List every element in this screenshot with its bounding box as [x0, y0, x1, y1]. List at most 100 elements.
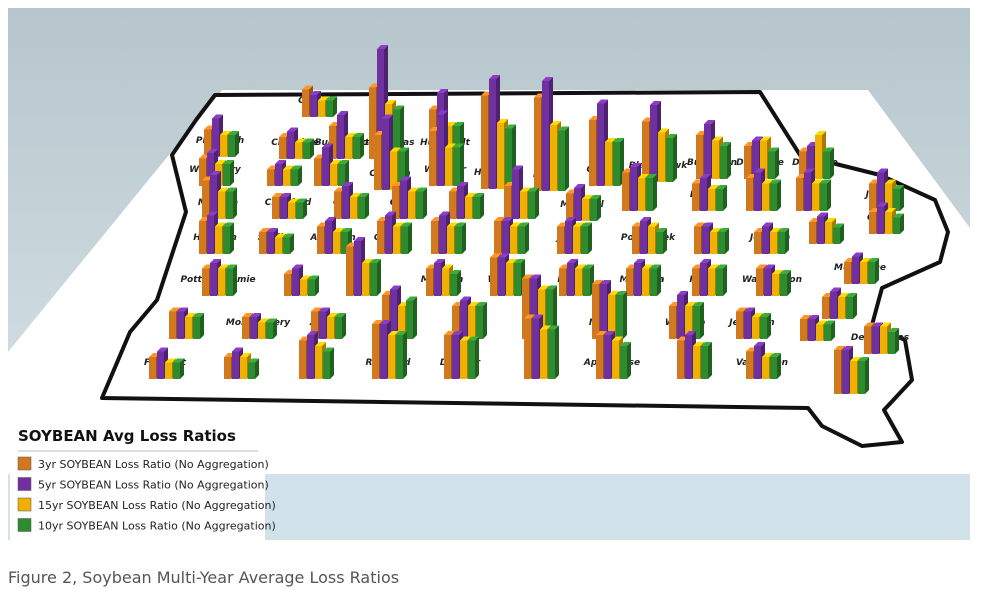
bar — [557, 226, 564, 254]
bar-top — [518, 222, 529, 227]
bar-top — [177, 307, 188, 312]
bar-top — [377, 45, 388, 49]
bar — [169, 311, 176, 339]
bar — [157, 351, 164, 379]
bar-side — [475, 336, 479, 379]
bar-top — [833, 223, 844, 228]
bar — [825, 222, 832, 244]
bar — [762, 183, 769, 211]
bar — [612, 340, 619, 379]
bar — [426, 268, 433, 296]
bar-top — [630, 163, 641, 167]
bar — [575, 268, 582, 296]
bar — [558, 130, 565, 191]
bar-top — [752, 313, 763, 317]
bar-top — [218, 187, 229, 192]
bar — [204, 129, 211, 157]
bar-top — [169, 307, 180, 312]
bar — [768, 151, 775, 179]
bar-top — [658, 128, 669, 133]
bar — [372, 324, 379, 379]
bar-top — [812, 179, 823, 184]
bar — [218, 191, 225, 219]
bar-top — [760, 313, 771, 317]
bar — [736, 311, 743, 339]
bar-top — [693, 342, 704, 346]
bar — [345, 137, 352, 159]
bar — [377, 221, 384, 254]
bar-top — [280, 193, 291, 197]
bar-top — [416, 187, 427, 192]
bar-top — [296, 198, 307, 203]
bar — [809, 222, 816, 244]
bar-side — [333, 96, 337, 117]
bar — [202, 268, 209, 296]
bar — [770, 232, 777, 254]
bar — [582, 199, 589, 221]
bar — [538, 289, 545, 339]
bar-top — [778, 228, 789, 232]
bar — [401, 226, 408, 254]
bar-side — [400, 105, 404, 159]
bar — [232, 351, 239, 379]
bar — [834, 350, 841, 394]
bar-top — [720, 142, 731, 146]
bar-top — [330, 160, 341, 164]
bar — [390, 151, 397, 190]
bar-top — [754, 168, 765, 173]
bar — [744, 146, 751, 179]
bar-top — [382, 114, 393, 119]
bar — [514, 263, 521, 296]
bar-top — [558, 126, 569, 131]
bar — [696, 135, 703, 179]
bar-top — [325, 217, 336, 221]
bar — [567, 263, 574, 296]
bar — [506, 263, 513, 296]
bar-top — [468, 302, 479, 306]
bar — [437, 114, 444, 186]
bar-top — [893, 185, 904, 189]
bar-top — [780, 270, 791, 274]
bar-top — [226, 264, 237, 269]
bar-top — [437, 110, 448, 115]
bar-side — [775, 147, 779, 179]
bar — [816, 324, 823, 341]
bar-side — [627, 342, 631, 379]
bar — [165, 362, 172, 379]
bar — [207, 153, 214, 186]
bar-top — [700, 259, 711, 263]
bar-top — [885, 208, 896, 212]
bar — [287, 131, 294, 159]
bar — [604, 335, 611, 379]
bar — [532, 318, 539, 379]
bar-top — [393, 222, 404, 227]
bar — [701, 346, 708, 379]
bar-side — [727, 142, 731, 179]
bar-top — [542, 77, 553, 81]
bar-top — [596, 331, 607, 335]
bar-top — [315, 342, 326, 346]
bar-top — [223, 160, 234, 164]
bar-top — [406, 296, 417, 301]
bar-side — [462, 222, 466, 254]
bar — [850, 361, 857, 394]
bar-top — [318, 96, 329, 101]
bar-side — [708, 342, 712, 379]
bar — [226, 191, 233, 219]
bar — [326, 100, 333, 117]
bar — [302, 89, 309, 117]
bar — [650, 105, 657, 182]
bar-top — [864, 322, 875, 327]
bar — [868, 262, 875, 284]
bar-side — [725, 228, 729, 254]
bar — [877, 172, 884, 211]
bar — [382, 118, 389, 190]
bar-top — [250, 313, 261, 317]
bar-top — [744, 307, 755, 312]
bar — [530, 278, 537, 339]
bar-top — [444, 331, 455, 335]
bar — [608, 295, 615, 339]
bar — [325, 221, 332, 254]
bar — [202, 180, 209, 219]
bar — [807, 146, 814, 179]
